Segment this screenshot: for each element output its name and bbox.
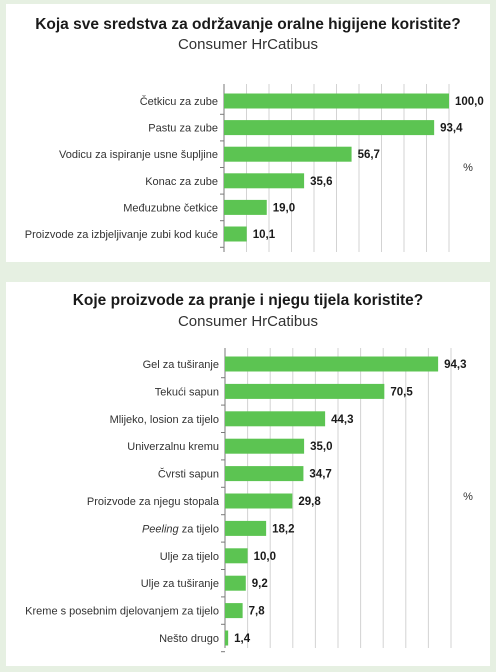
value-label: 9,2 — [252, 578, 268, 590]
category-label: Pastu za zube — [148, 123, 218, 135]
value-label: 44,3 — [331, 414, 353, 426]
value-label: 34,7 — [309, 469, 331, 481]
category-label: Mlijeko, losion za tijelo — [110, 414, 219, 426]
bar — [224, 120, 435, 136]
bar — [225, 411, 326, 427]
value-label: 94,3 — [444, 359, 466, 371]
bar — [225, 383, 385, 399]
category-label: Proizvode za njegu stopala — [87, 496, 220, 508]
value-label: 7,8 — [249, 606, 266, 618]
bar — [224, 173, 305, 189]
unit-label: % — [463, 162, 473, 174]
bar — [225, 438, 305, 454]
bar — [225, 603, 243, 619]
value-label: 35,0 — [310, 441, 332, 453]
value-label: 56,7 — [358, 149, 380, 161]
value-label: 10,1 — [253, 229, 276, 241]
bar — [225, 575, 246, 591]
bar — [225, 548, 248, 564]
category-label: Nešto drugo — [159, 633, 219, 645]
category-label: Vodicu za ispiranje usne šupljine — [59, 149, 218, 161]
category-label: Ulje za tijelo — [160, 551, 219, 563]
value-label: 93,4 — [440, 123, 463, 135]
category-label: Međuzubne četkice — [123, 202, 218, 214]
bar — [224, 226, 247, 242]
category-label: Proizvode za izbjeljivanje zubi kod kuće — [25, 229, 218, 241]
value-label: 70,5 — [390, 386, 413, 398]
bar — [224, 93, 449, 109]
value-label: 1,4 — [234, 633, 251, 645]
value-label: 18,2 — [272, 523, 294, 535]
bar-chart-oral-hygiene: Četkicu za zube 100,0 Pastu za zube 93,4 Vod… — [25, 84, 484, 252]
category-label: Univerzalnu kremu — [127, 441, 219, 453]
bar-chart-body-care: Gel za tuširanje 94,3 Tekući sapun 70,5 Mlij… — [25, 348, 473, 653]
chart-subtitle: Consumer HrCatibus — [177, 313, 319, 330]
category-label: Gel za tuširanje — [143, 359, 219, 371]
category-label: Ulje za tuširanje — [141, 578, 219, 590]
chart-subtitle: Consumer HrCatibus — [177, 36, 319, 53]
category-label: Peeling za tijelo — [142, 523, 219, 535]
chart-panel-oral-hygiene: Koja sve sredstva za održavanje oralne h… — [6, 4, 490, 262]
value-label: 19,0 — [273, 202, 295, 214]
chart-title: Koje proizvode za pranje i njegu tijela … — [72, 292, 424, 309]
bar — [225, 520, 267, 536]
bar — [225, 356, 439, 372]
unit-label: % — [463, 491, 473, 503]
category-label: Čvrsti sapun — [158, 468, 219, 481]
value-label: 100,0 — [455, 96, 484, 108]
value-label: 10,0 — [254, 551, 276, 563]
bar — [224, 146, 352, 162]
category-label: Tekući sapun — [155, 386, 219, 398]
bar — [225, 466, 304, 482]
bar — [225, 630, 229, 646]
bar — [224, 199, 267, 215]
category-label: Konac za zube — [145, 176, 218, 188]
chart-panel-body-care: Koje proizvode za pranje i njegu tijela … — [6, 282, 490, 666]
bar — [225, 493, 293, 509]
chart-title: Koja sve sredstva za održavanje oralne h… — [35, 16, 461, 33]
value-label: 29,8 — [298, 496, 321, 508]
value-label: 35,6 — [310, 176, 332, 188]
category-label: Kreme s posebnim djelovanjem za tijelo — [25, 606, 219, 618]
category-label: Četkicu za zube — [140, 95, 218, 108]
